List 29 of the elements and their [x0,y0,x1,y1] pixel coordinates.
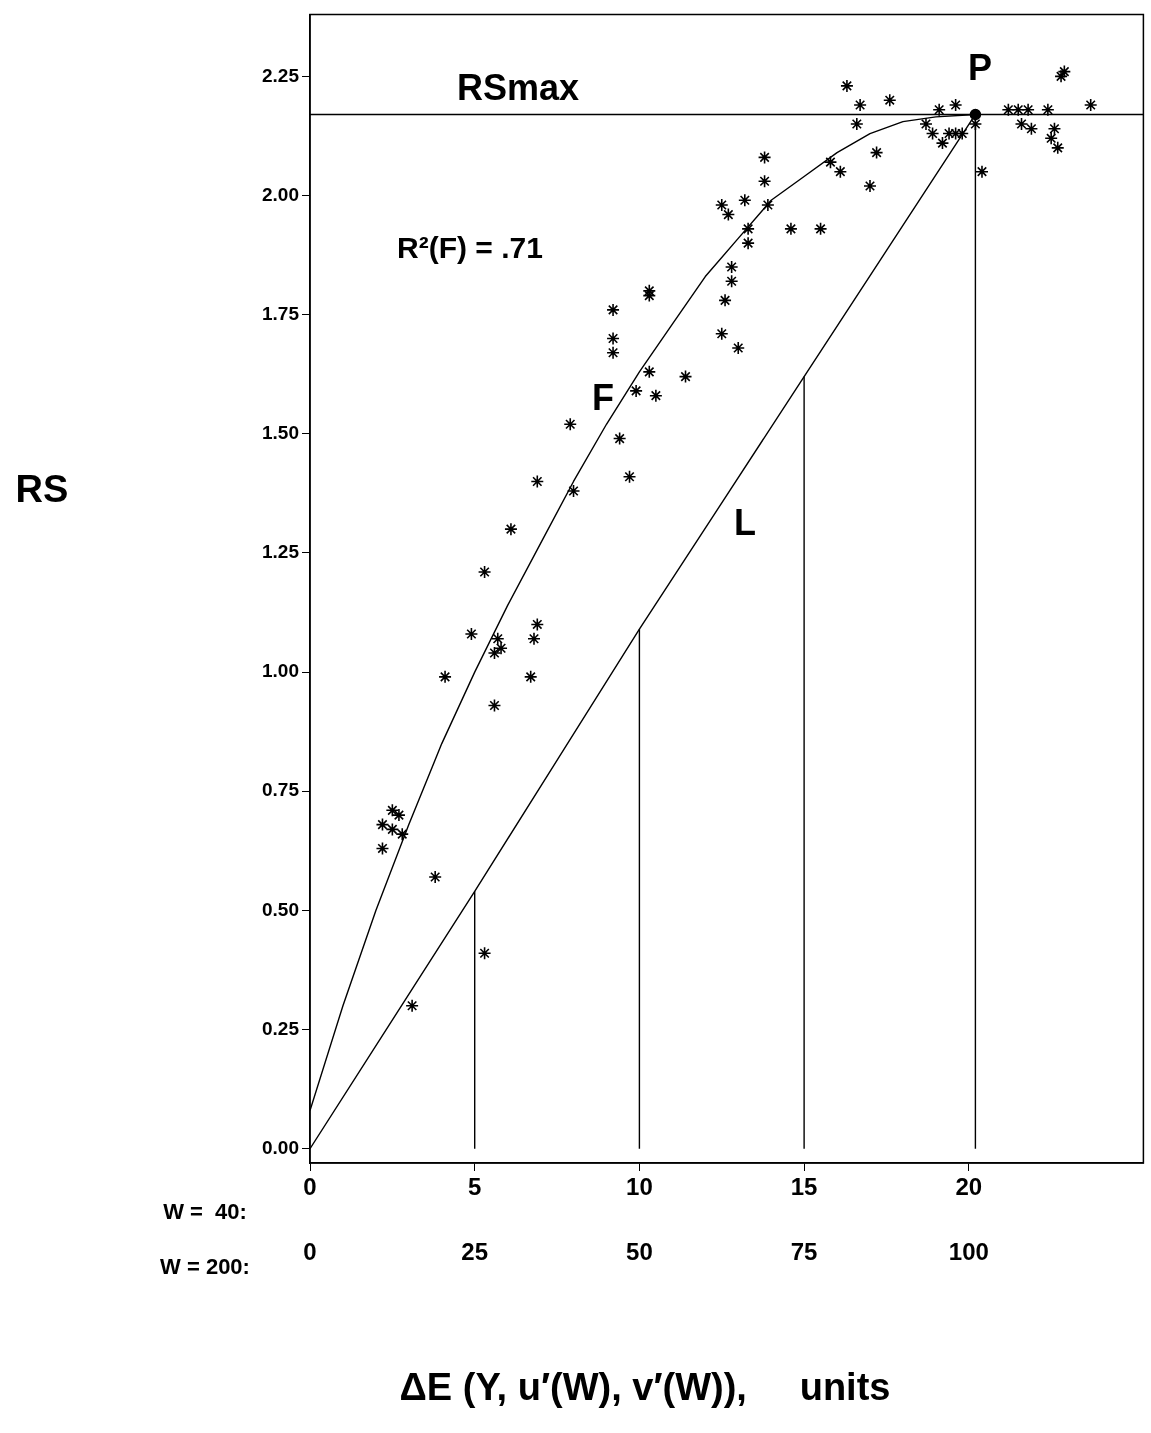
y-tick-label: 1.00 [262,660,299,682]
y-tick-label: 0.25 [262,1017,300,1039]
text: RS [15,468,69,511]
y-tick-label: 2.00 [262,183,299,205]
x-axis-title: ΔE (Y, u′(W), v′(W)), units [399,1366,891,1409]
x2-tick-label: 50 [626,1238,653,1266]
x-tick-label: 15 [790,1173,818,1201]
annotation: RSmax [456,66,580,108]
x-tick-label: 5 [468,1173,482,1201]
text: W = 200: [160,1254,250,1280]
annotation: L [734,501,756,543]
annotation: P [967,46,993,88]
y-tick-label: 0.50 [262,898,299,920]
x-tick-label: 10 [626,1173,653,1201]
y-tick-label: 0.75 [262,779,300,801]
x-tick-label: 0 [303,1173,317,1201]
annotation: F [592,376,614,418]
y-tick-label: 1.50 [262,422,299,444]
y-tick-label: 1.25 [262,541,300,563]
x2-tick-label: 100 [948,1238,989,1266]
y-tick-label: 0.00 [262,1136,299,1158]
annotation: R²(F) = .71 [397,231,543,265]
x-tick-label: 20 [955,1173,983,1201]
y-tick-label: 2.25 [262,64,300,86]
y-tick-label: 1.75 [262,302,300,324]
x2-tick-label: 0 [303,1238,317,1266]
x2-tick-label: 75 [790,1238,818,1266]
text: W = 40: [163,1199,247,1225]
x2-tick-label: 25 [461,1238,489,1266]
